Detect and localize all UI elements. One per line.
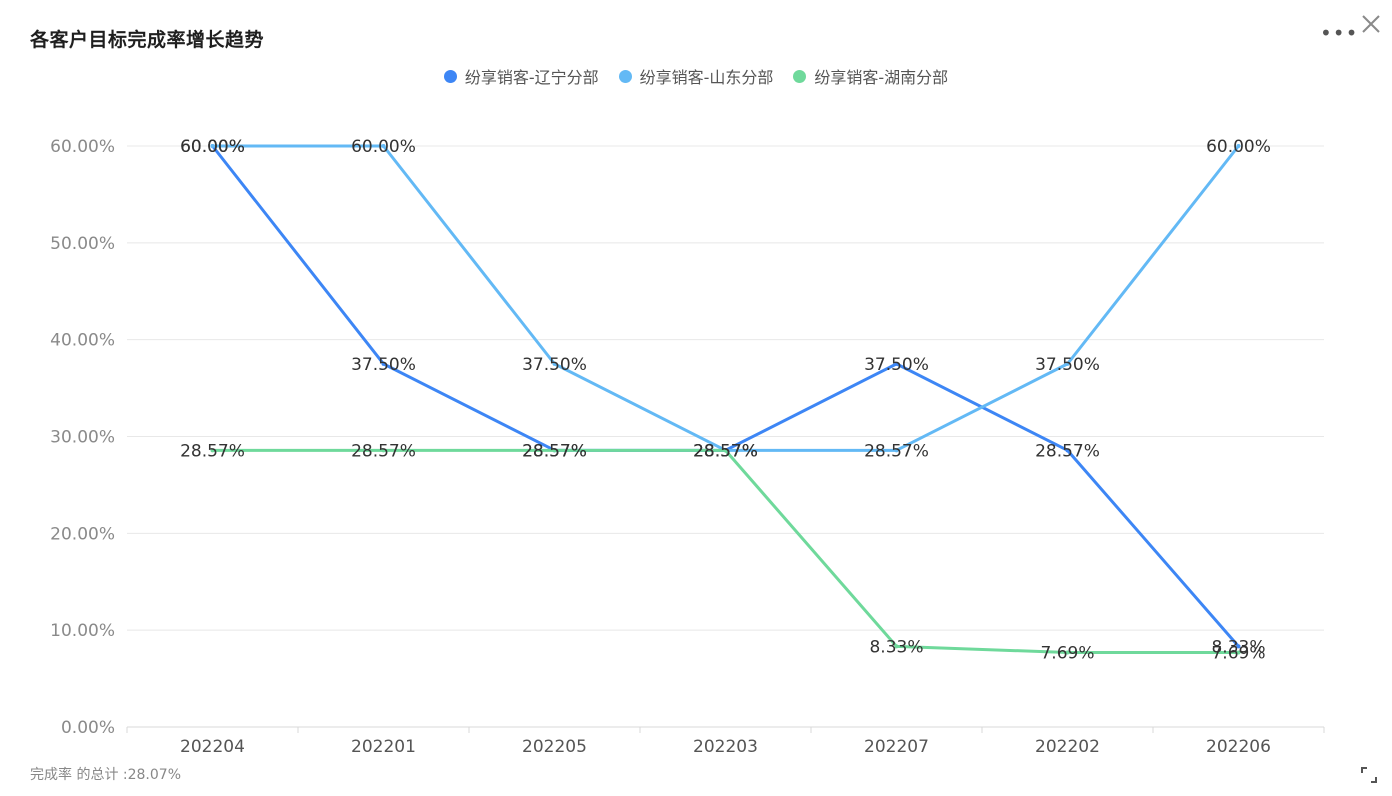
legend-dot-hunan xyxy=(793,69,807,83)
series-point-2 xyxy=(552,448,557,453)
data-label-2: 28.57% xyxy=(522,441,587,461)
data-label-2: 28.57% xyxy=(693,441,758,461)
y-tick-label: 60.00% xyxy=(50,137,115,157)
series-point-1 xyxy=(381,144,386,148)
y-tick-label: 0.00% xyxy=(61,718,115,738)
x-tick-label: 202203 xyxy=(693,737,758,757)
x-tick-label: 202204 xyxy=(180,737,245,757)
series-point-2 xyxy=(210,448,215,453)
data-label-0: 60.00% xyxy=(180,137,245,157)
legend-item-liaoning[interactable]: 纷享销客-辽宁分部 xyxy=(443,64,599,88)
series-point-0 xyxy=(894,361,899,366)
legend-dot-shandong xyxy=(618,69,632,83)
series-point-0 xyxy=(1236,644,1241,649)
data-label-1: 37.50% xyxy=(1035,355,1100,375)
series-line-1 xyxy=(212,144,1240,452)
legend-label-shandong: 纷享销客-山东分部 xyxy=(639,68,774,87)
data-label-2: 28.57% xyxy=(351,441,416,461)
y-tick-label: 20.00% xyxy=(50,524,115,544)
close-icon[interactable] xyxy=(1358,10,1384,38)
series-line-2 xyxy=(212,448,1239,655)
x-tick-label: 202206 xyxy=(1206,737,1271,757)
legend-item-shandong[interactable]: 纷享销客-山东分部 xyxy=(618,64,774,88)
data-label-0: 28.57% xyxy=(1035,441,1100,461)
data-label-2: 7.69% xyxy=(1040,644,1094,664)
data-label-1: 60.00% xyxy=(351,137,416,157)
y-tick-label: 30.00% xyxy=(50,428,115,448)
series-point-1 xyxy=(552,361,557,366)
series-point-2 xyxy=(723,448,728,453)
series-point-1 xyxy=(1236,144,1241,148)
series-point-0 xyxy=(381,361,386,366)
data-label-1: 28.57% xyxy=(864,441,929,461)
data-label-2: 8.33% xyxy=(869,637,923,657)
data-label-0: 28.57% xyxy=(522,441,587,461)
series-point-1 xyxy=(1065,361,1070,366)
chart-title: 各客户目标完成率增长趋势 xyxy=(30,29,265,51)
chart-legend: 纷享销客-辽宁分部 纷享销客-山东分部 纷享销客-湖南分部 xyxy=(0,64,1392,88)
y-tick-label: 10.00% xyxy=(50,621,115,641)
data-label-0: 8.33% xyxy=(1211,637,1265,657)
y-tick-label: 40.00% xyxy=(50,331,115,351)
legend-dot-liaoning xyxy=(443,69,457,83)
data-label-1: 60.00% xyxy=(180,137,245,157)
data-label-1: 60.00% xyxy=(1206,137,1271,157)
legend-item-hunan[interactable]: 纷享销客-湖南分部 xyxy=(793,64,948,88)
legend-label-hunan: 纷享销客-湖南分部 xyxy=(814,68,949,87)
data-label-2: 7.69% xyxy=(1211,644,1265,664)
total-summary: 完成率 的总计 :28.07% xyxy=(30,767,181,783)
data-label-1: 37.50% xyxy=(522,355,587,375)
x-tick-label: 202201 xyxy=(351,737,416,757)
series-point-2 xyxy=(1065,650,1070,655)
data-label-0: 37.50% xyxy=(864,355,929,375)
y-tick-label: 50.00% xyxy=(50,234,115,254)
series-point-2 xyxy=(1236,650,1241,655)
data-label-0: 37.50% xyxy=(351,355,416,375)
data-label-2: 28.57% xyxy=(180,441,245,461)
expand-icon[interactable] xyxy=(1360,766,1378,784)
legend-label-liaoning: 纷享销客-辽宁分部 xyxy=(464,68,599,87)
data-label-0: 28.57% xyxy=(693,441,758,461)
x-tick-label: 202205 xyxy=(522,737,587,757)
series-point-2 xyxy=(894,644,899,649)
series-line-0 xyxy=(211,145,1240,648)
data-label-1: 28.57% xyxy=(693,441,758,461)
series-point-2 xyxy=(381,448,386,453)
x-tick-label: 202207 xyxy=(864,737,929,757)
series-point-0 xyxy=(1065,448,1070,453)
series-point-1 xyxy=(894,448,899,453)
series-point-1 xyxy=(210,144,215,148)
x-tick-label: 202202 xyxy=(1035,737,1100,757)
